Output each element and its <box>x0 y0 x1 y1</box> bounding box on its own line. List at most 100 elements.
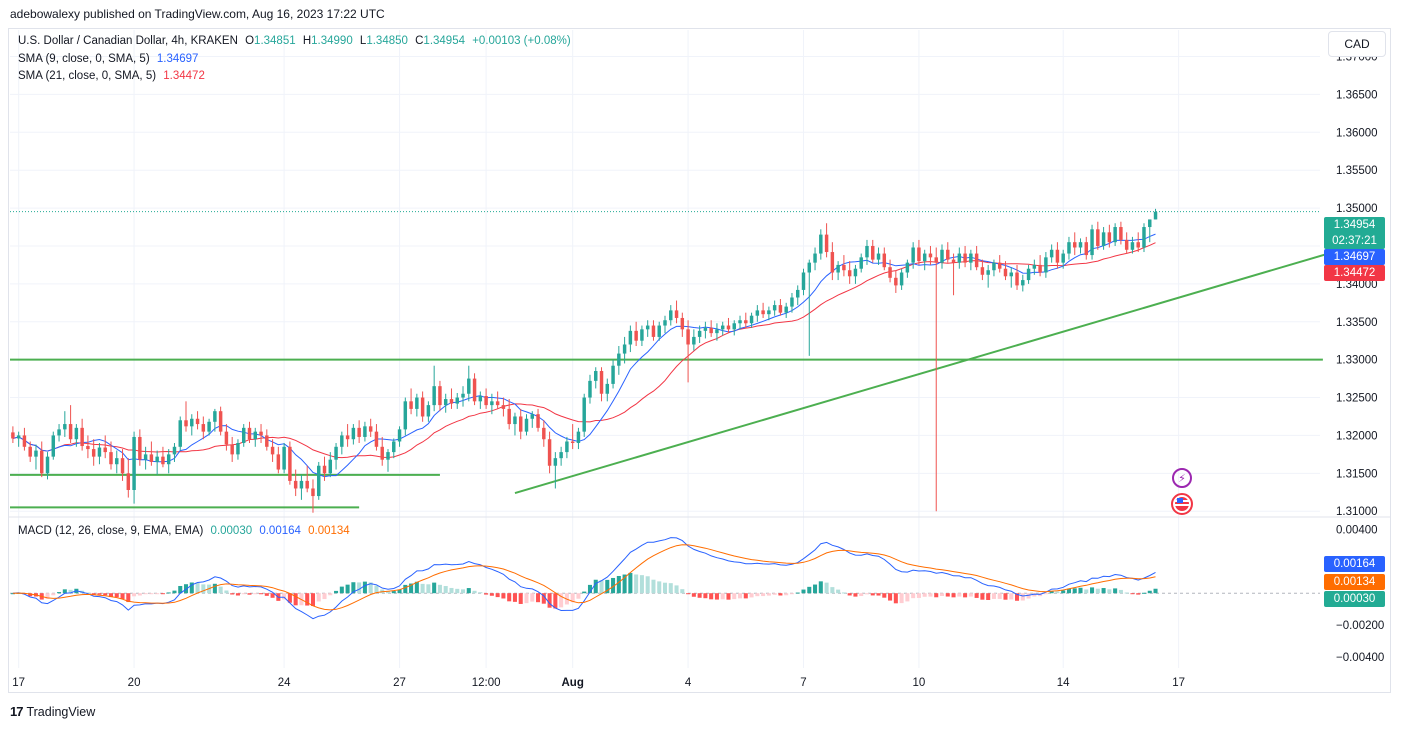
x-tick-label: 12:00 <box>472 677 501 689</box>
macd-histogram-bar <box>68 589 73 594</box>
candle-body <box>230 444 234 455</box>
candle-body <box>986 270 990 275</box>
macd-histogram-bar <box>686 593 691 595</box>
candle-body <box>461 393 465 398</box>
candle-body <box>201 424 206 432</box>
candle-body <box>1113 227 1117 243</box>
brand-name: TradingView <box>26 704 96 719</box>
macd-histogram-bar <box>293 593 298 606</box>
candle-body <box>91 449 96 457</box>
macd-histogram-bar <box>766 593 771 596</box>
candle-body <box>784 306 788 313</box>
candle-body <box>1009 272 1013 277</box>
candle-body <box>16 435 21 439</box>
candle-body <box>720 325 725 330</box>
macd-histogram-bar <box>1026 593 1031 599</box>
candle-body <box>368 426 373 432</box>
candle-body <box>738 320 742 324</box>
macd-histogram-bar <box>403 584 408 594</box>
macd-histogram-bar <box>374 585 379 594</box>
candle-body <box>288 446 292 481</box>
candle-body <box>1049 249 1054 258</box>
macd-histogram-bar <box>743 593 748 599</box>
macd-histogram-bar <box>1072 588 1077 594</box>
macd-histogram-bar <box>813 584 818 594</box>
macd-histogram-bar <box>91 593 96 595</box>
macd-histogram-bar <box>437 584 442 594</box>
symbol-title: U.S. Dollar / Canadian Dollar, 4h, KRAKE… <box>18 35 238 47</box>
macd-histogram-bar <box>916 593 921 598</box>
candle-body <box>1067 242 1071 254</box>
x-tick-label: 24 <box>278 677 291 689</box>
macd-histogram-bar <box>484 593 489 595</box>
us-flag-icon[interactable] <box>1171 493 1193 515</box>
macd-histogram-bar <box>611 577 616 594</box>
x-tick-label: 27 <box>393 677 406 689</box>
y-tick-label: 1.35000 <box>1336 203 1378 215</box>
macd-histogram-bar <box>536 593 541 603</box>
macd-y-tick-label: −0.00400 <box>1336 652 1384 664</box>
macd-histogram-bar <box>253 593 258 595</box>
currency-button[interactable]: CAD <box>1328 31 1386 57</box>
candle-body <box>299 480 304 489</box>
macd-label: MACD (12, 26, close, 9, EMA, EMA) <box>18 525 204 537</box>
candle-body <box>778 305 783 313</box>
x-tick-label: 17 <box>12 677 25 689</box>
candle-body <box>126 473 131 490</box>
candle-body <box>1078 242 1083 248</box>
trendline <box>514 238 1376 494</box>
candle-body <box>207 421 211 432</box>
candle-body <box>1021 280 1025 286</box>
candle-body <box>542 427 546 440</box>
footer-brand[interactable]: 17 TradingView <box>10 704 95 719</box>
macd-histogram-bar <box>945 593 950 597</box>
macd-histogram-bar <box>801 589 806 594</box>
macd-histogram-bar <box>28 593 33 597</box>
macd-histogram-bar <box>397 589 402 594</box>
candle-body <box>853 268 858 277</box>
candle-body <box>951 259 956 263</box>
macd-histogram-bar <box>235 593 240 596</box>
macd-histogram-bar <box>241 593 246 595</box>
macd-histogram-bar <box>616 575 621 594</box>
candle-body <box>432 386 436 406</box>
macd-histogram-bar <box>853 593 858 597</box>
candle-body <box>553 458 558 466</box>
macd-histogram-bar <box>899 593 904 604</box>
candle-body <box>386 452 390 460</box>
macd-histogram-bar <box>1055 591 1060 594</box>
candle-body <box>969 253 973 263</box>
macd-histogram-bar <box>426 584 431 594</box>
x-tick-label: 4 <box>685 677 692 689</box>
candle-body <box>293 480 298 489</box>
macd-histogram-bar <box>732 593 737 600</box>
macd-line-tag: 0.00164 <box>1324 556 1385 572</box>
macd-histogram-bar <box>997 593 1002 599</box>
candles <box>11 208 1158 513</box>
lightning-icon[interactable]: ⚡ <box>1172 468 1192 488</box>
chart-frame <box>8 28 1391 693</box>
macd-histogram-bar <box>1015 593 1020 601</box>
macd-histogram-bar <box>189 582 194 594</box>
candle-body <box>392 441 396 453</box>
x-tick-label: 20 <box>128 677 141 689</box>
candle-body <box>732 323 736 330</box>
sma21-legend[interactable]: SMA (21, close, 0, SMA, 5) 1.34472 <box>18 70 209 82</box>
candle-body <box>415 397 419 409</box>
macd-histogram-bar <box>201 584 206 594</box>
macd-histogram-bar <box>108 593 114 598</box>
macd-histogram-bar <box>1136 593 1141 595</box>
candle-body <box>663 320 667 326</box>
candle-body <box>605 383 610 394</box>
macd-histogram-bar <box>1009 593 1014 600</box>
macd-legend[interactable]: MACD (12, 26, close, 9, EMA, EMA) 0.0003… <box>18 525 354 537</box>
sma9-legend[interactable]: SMA (9, close, 0, SMA, 5) 1.34697 <box>18 53 202 65</box>
candle-body <box>703 327 708 331</box>
candle-body <box>917 247 921 262</box>
candle-body <box>796 289 800 298</box>
candle-body <box>1044 257 1048 273</box>
candle-body <box>547 439 552 466</box>
candle-body <box>218 411 223 432</box>
candle-body <box>143 454 148 460</box>
